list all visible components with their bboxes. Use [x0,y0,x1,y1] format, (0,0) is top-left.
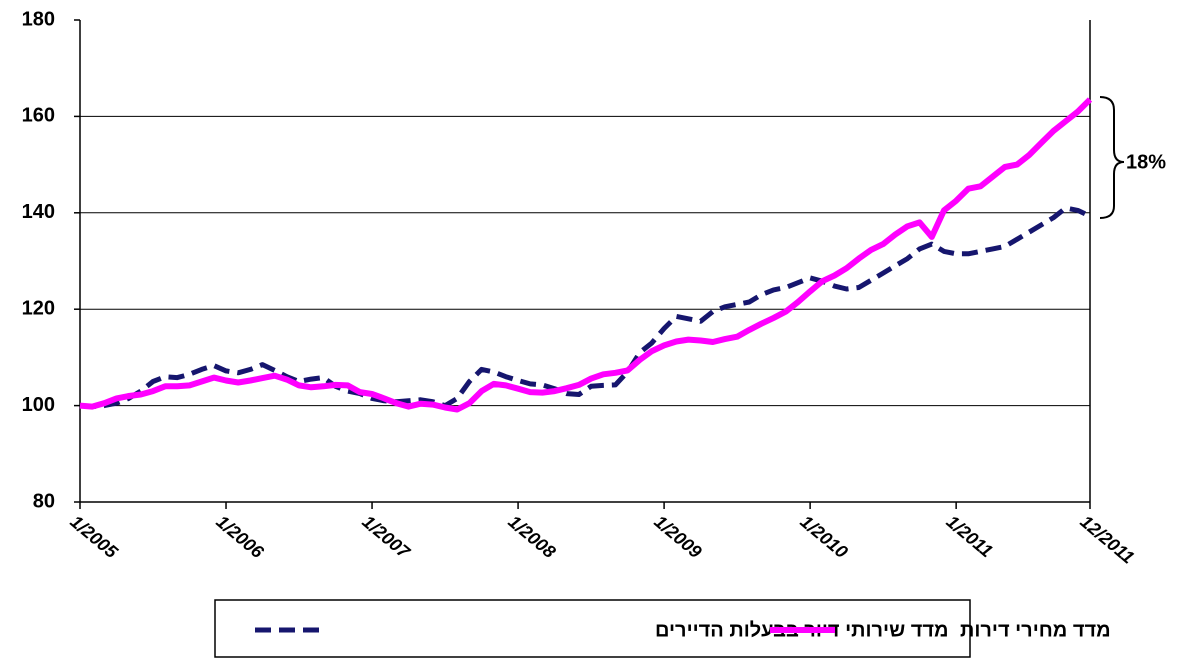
x-tick-label: 1/2008 [504,511,559,562]
bracket [1099,96,1125,219]
y-tick-label: 100 [22,394,55,416]
x-tick-label: 1/2009 [650,511,705,562]
x-tick-label: 1/2011 [943,511,997,561]
legend-label: מדד מחירי דירות [960,619,1111,641]
annotation: 18% [1126,151,1166,173]
y-tick-label: 160 [22,105,55,127]
x-tick-label: 12/2011 [1076,511,1138,567]
y-tick-label: 180 [22,8,55,30]
y-tick-label: 120 [22,297,55,319]
x-tick-label: 1/2006 [212,511,268,562]
series-line [79,97,1093,413]
y-tick-label: 80 [33,490,55,512]
y-tick-label: 140 [22,201,55,223]
x-tick-label: 1/2005 [66,511,122,562]
series-line [79,205,1092,410]
x-tick-label: 1/2007 [358,511,414,562]
x-tick-label: 1/2010 [796,511,851,562]
legend [214,599,971,658]
